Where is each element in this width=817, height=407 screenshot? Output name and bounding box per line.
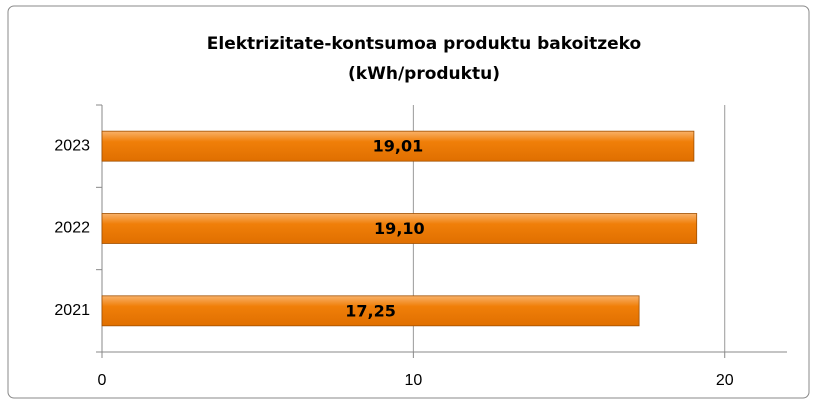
- chart-title: (kWh/produktu): [348, 64, 500, 84]
- data-label: 19,10: [374, 219, 425, 238]
- x-tick-label: 10: [404, 372, 422, 389]
- y-tick-label: 2022: [54, 220, 90, 237]
- y-tick-label: 2023: [54, 137, 90, 154]
- x-tick-label: 20: [716, 372, 734, 389]
- data-label: 19,01: [373, 137, 424, 156]
- bar: [101, 295, 640, 327]
- bar: [101, 130, 695, 162]
- data-label: 17,25: [345, 301, 396, 320]
- x-tick-label: 0: [98, 372, 107, 389]
- chart-title: Elektrizitate-kontsumoa produktu bakoitz…: [207, 34, 641, 54]
- y-tick-label: 2021: [54, 302, 90, 319]
- bar: [101, 213, 698, 244]
